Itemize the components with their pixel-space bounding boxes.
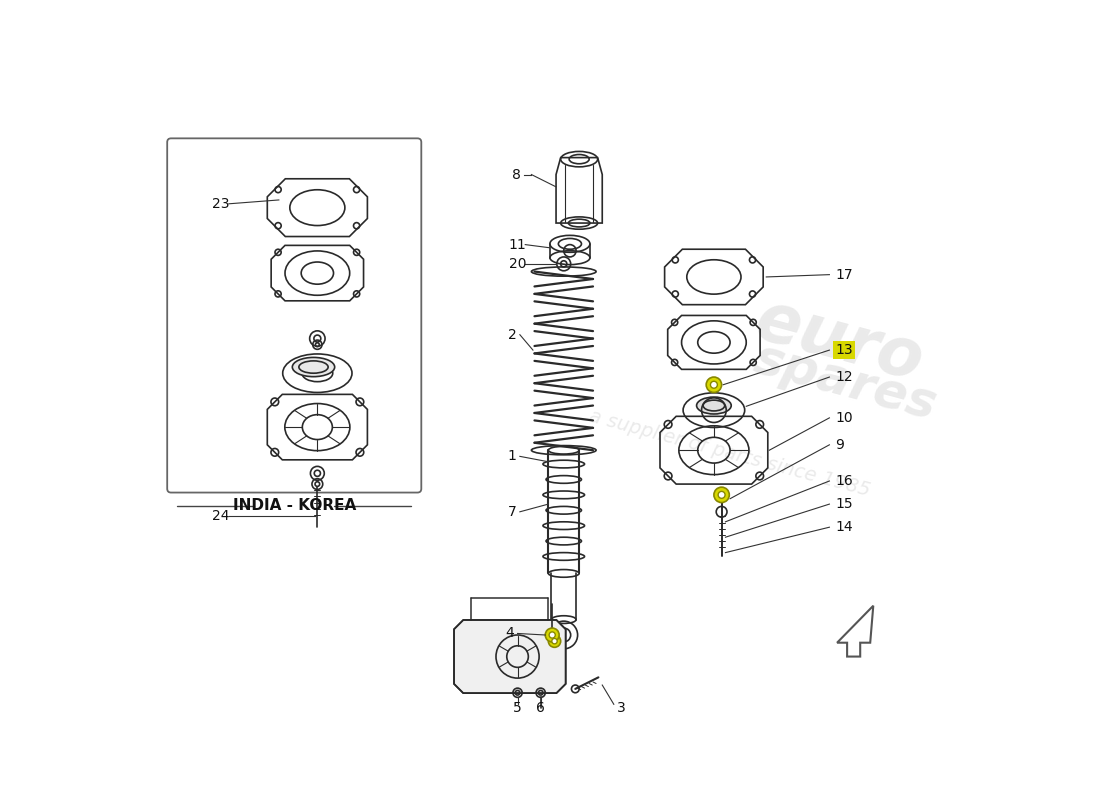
Text: 20: 20 [509, 257, 526, 271]
FancyBboxPatch shape [167, 138, 421, 493]
Text: 11: 11 [508, 238, 527, 252]
Text: 17: 17 [836, 268, 854, 282]
Text: 7: 7 [508, 505, 517, 519]
Text: 12: 12 [836, 370, 854, 384]
Text: 5: 5 [514, 701, 521, 715]
Text: INDIA - KOREA: INDIA - KOREA [232, 498, 356, 513]
Text: 6: 6 [536, 701, 546, 715]
Text: 13: 13 [836, 343, 854, 357]
Text: 2: 2 [508, 328, 517, 342]
Text: 16: 16 [836, 474, 854, 488]
Text: 10: 10 [836, 411, 854, 425]
Text: 3: 3 [617, 701, 626, 715]
Circle shape [718, 491, 725, 498]
Circle shape [706, 377, 722, 393]
Circle shape [546, 628, 559, 642]
Text: euro: euro [749, 287, 931, 395]
Text: 24: 24 [211, 509, 229, 522]
Text: 14: 14 [836, 520, 854, 534]
Circle shape [549, 632, 556, 638]
Circle shape [711, 382, 717, 388]
Circle shape [552, 638, 558, 644]
Text: 4: 4 [506, 626, 514, 641]
Text: 9: 9 [836, 438, 845, 452]
Text: spares: spares [749, 334, 942, 430]
Polygon shape [454, 620, 565, 693]
Circle shape [548, 635, 561, 647]
Text: 8: 8 [512, 167, 520, 182]
Ellipse shape [696, 397, 732, 414]
Ellipse shape [293, 358, 334, 377]
Circle shape [714, 487, 729, 502]
Text: 15: 15 [836, 497, 854, 511]
Text: 23: 23 [212, 197, 230, 210]
Text: a supplier of parts since 1985: a supplier of parts since 1985 [587, 407, 872, 501]
Ellipse shape [548, 570, 579, 578]
Text: 1: 1 [508, 450, 517, 463]
